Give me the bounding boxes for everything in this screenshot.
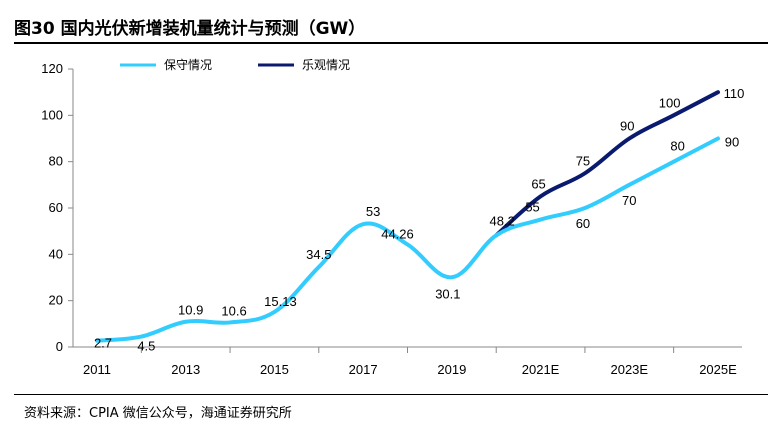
legend-label-1: 乐观情况 xyxy=(302,58,350,72)
data-label: 90 xyxy=(620,119,634,134)
data-label: 44.26 xyxy=(381,226,414,241)
data-label: 70 xyxy=(622,193,636,208)
y-tick-label: 120 xyxy=(41,61,63,76)
y-tick-label: 40 xyxy=(49,246,63,261)
series-line-1 xyxy=(494,90,720,238)
y-tick-label: 20 xyxy=(49,293,63,308)
title-bar: 图30 国内光伏新增装机量统计与预测（GW） xyxy=(14,12,768,44)
data-label: 90 xyxy=(725,135,739,150)
data-label: 34.5 xyxy=(306,247,331,262)
x-tick-label: 2021E xyxy=(522,362,560,377)
data-label: 55 xyxy=(525,200,539,215)
x-tick-label: 2019 xyxy=(437,362,466,377)
line-chart: 0 20 40 60 80 100 120 2011 2013 2015 2017 2019 2021E… xyxy=(41,58,744,377)
data-label: 4.5 xyxy=(137,339,155,354)
axes: 0 20 40 60 80 100 120 2011 2013 2015 2017 2019 2021E… xyxy=(41,61,742,377)
x-tick-label: 2023E xyxy=(610,362,648,377)
x-tick-label: 2013 xyxy=(171,362,200,377)
series-lines xyxy=(95,90,720,343)
data-label: 53 xyxy=(366,204,380,219)
data-label: 60 xyxy=(576,216,590,231)
legend: 保守情况 乐观情况 xyxy=(120,58,350,72)
y-tick-label: 80 xyxy=(49,154,63,169)
x-tick-label: 2017 xyxy=(349,362,378,377)
data-label: 48.2 xyxy=(490,213,515,228)
data-label: 65 xyxy=(531,176,545,191)
data-label: 15.13 xyxy=(264,294,297,309)
data-label: 110 xyxy=(724,86,745,101)
x-tick-label: 2025E xyxy=(699,362,737,377)
x-tick-label: 2015 xyxy=(260,362,289,377)
chart-title: 图30 国内光伏新增装机量统计与预测（GW） xyxy=(14,19,366,39)
data-label: 100 xyxy=(659,95,681,110)
series-line-0 xyxy=(95,136,720,343)
y-tick-label: 0 xyxy=(56,339,63,354)
chart-area: 0 20 40 60 80 100 120 2011 2013 2015 2017 2019 2021E… xyxy=(0,44,782,394)
source-note: 资料来源：CPIA 微信公众号，海通证券研究所 xyxy=(24,406,292,421)
legend-label-0: 保守情况 xyxy=(164,58,212,72)
x-tick-label: 2011 xyxy=(83,362,111,377)
y-tick-label: 60 xyxy=(49,200,63,215)
data-label: 10.9 xyxy=(178,303,203,318)
data-label: 75 xyxy=(576,153,590,168)
data-label: 2.7 xyxy=(94,336,112,351)
y-tick-label: 100 xyxy=(41,107,63,122)
source-bar: 资料来源：CPIA 微信公众号，海通证券研究所 xyxy=(14,394,768,426)
data-label: 10.6 xyxy=(221,303,246,318)
data-label: 30.1 xyxy=(435,286,460,301)
data-label: 80 xyxy=(670,139,684,154)
